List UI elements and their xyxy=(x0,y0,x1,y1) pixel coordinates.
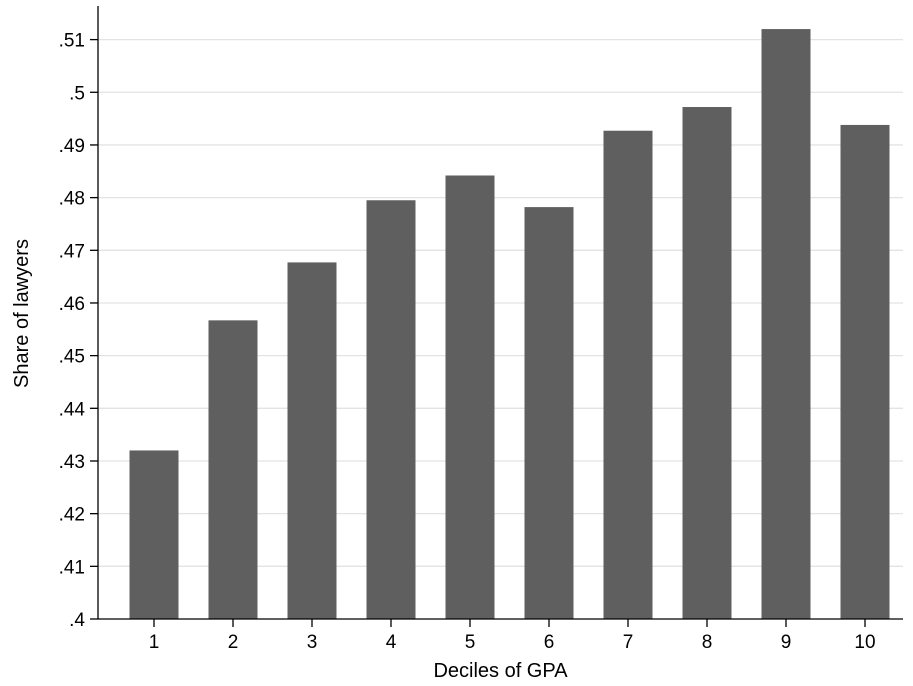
x-tick-label: 5 xyxy=(465,632,476,653)
x-tick-label: 4 xyxy=(386,632,397,653)
x-tick-label: 7 xyxy=(623,632,634,653)
bar xyxy=(761,29,811,619)
bar xyxy=(287,262,337,619)
axes xyxy=(97,6,903,620)
bar xyxy=(129,450,179,619)
x-axis-ticks: 1 2 3 4 5 6 7 8 9 10 xyxy=(149,619,876,653)
y-tick-label: .43 xyxy=(59,452,85,473)
x-tick-label: 10 xyxy=(854,632,875,653)
y-tick-label: .42 xyxy=(59,505,85,526)
x-tick-label: 9 xyxy=(781,632,792,653)
bar xyxy=(366,200,416,619)
y-tick-label: .48 xyxy=(59,189,85,210)
y-tick-label: .47 xyxy=(59,241,85,262)
x-tick-label: 1 xyxy=(149,632,160,653)
y-axis-title: Share of lawyers xyxy=(11,239,33,388)
bar xyxy=(445,175,495,619)
y-tick-label: .46 xyxy=(59,294,85,315)
y-tick-label: .44 xyxy=(59,399,86,420)
bar xyxy=(524,207,574,619)
x-tick-label: 3 xyxy=(307,632,318,653)
x-tick-label: 8 xyxy=(702,632,713,653)
bar xyxy=(603,130,653,619)
y-tick-label: .49 xyxy=(59,136,85,157)
y-tick-label: .5 xyxy=(69,83,85,104)
x-tick-label: 2 xyxy=(228,632,239,653)
x-axis-title: Deciles of GPA xyxy=(433,660,568,682)
bar xyxy=(682,107,732,619)
bars xyxy=(129,29,890,619)
y-tick-label: .4 xyxy=(69,610,85,631)
x-tick-label: 6 xyxy=(544,632,555,653)
bar xyxy=(840,124,890,619)
y-axis-ticks: .4 .41 .42 .43 .44 .45 .46 .47 .48 .49 .5 .51 xyxy=(59,31,98,631)
y-tick-label: .41 xyxy=(59,557,85,578)
y-tick-label: .45 xyxy=(59,347,85,368)
y-tick-label: .51 xyxy=(59,31,85,52)
bar xyxy=(208,320,258,619)
